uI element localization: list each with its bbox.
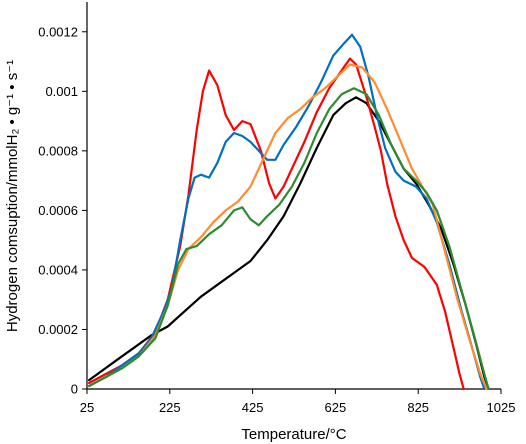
series-line-2: [88, 33, 486, 391]
y-tick-label: 0.0004: [38, 262, 78, 277]
x-tick-label: 25: [80, 400, 94, 415]
x-tick-label: 1025: [487, 400, 516, 415]
x-axis-title: Temperature/°C: [241, 426, 346, 443]
series-layer: [88, 33, 490, 391]
y-tick-label: 0.001: [45, 84, 78, 99]
y-ticks: 0 0.0002 0.0004 0.0006 0.0008 0.001 0.0012: [38, 24, 87, 397]
x-tick-label: 425: [242, 400, 264, 415]
x-tick-label: 625: [325, 400, 347, 415]
series-line-4: [88, 87, 490, 391]
y-axis-title: Hydrogen comsuption/mmolH₂ • g⁻¹ • s⁻¹: [4, 60, 21, 332]
y-tick-label: 0: [71, 382, 78, 397]
y-tick-label: 0.0012: [38, 24, 78, 39]
y-tick-label: 0.0008: [38, 143, 78, 158]
x-ticks: 25 225 425 625 825 1025: [80, 389, 516, 415]
x-tick-label: 225: [159, 400, 181, 415]
x-tick-label: 825: [407, 400, 429, 415]
series-line-0: [88, 96, 490, 391]
plot-area: 25 225 425 625 825 1025 0 0.0002 0.0004 0.0006 0.…: [38, 2, 515, 415]
y-tick-label: 0.0002: [38, 322, 78, 337]
y-tick-label: 0.0006: [38, 203, 78, 218]
